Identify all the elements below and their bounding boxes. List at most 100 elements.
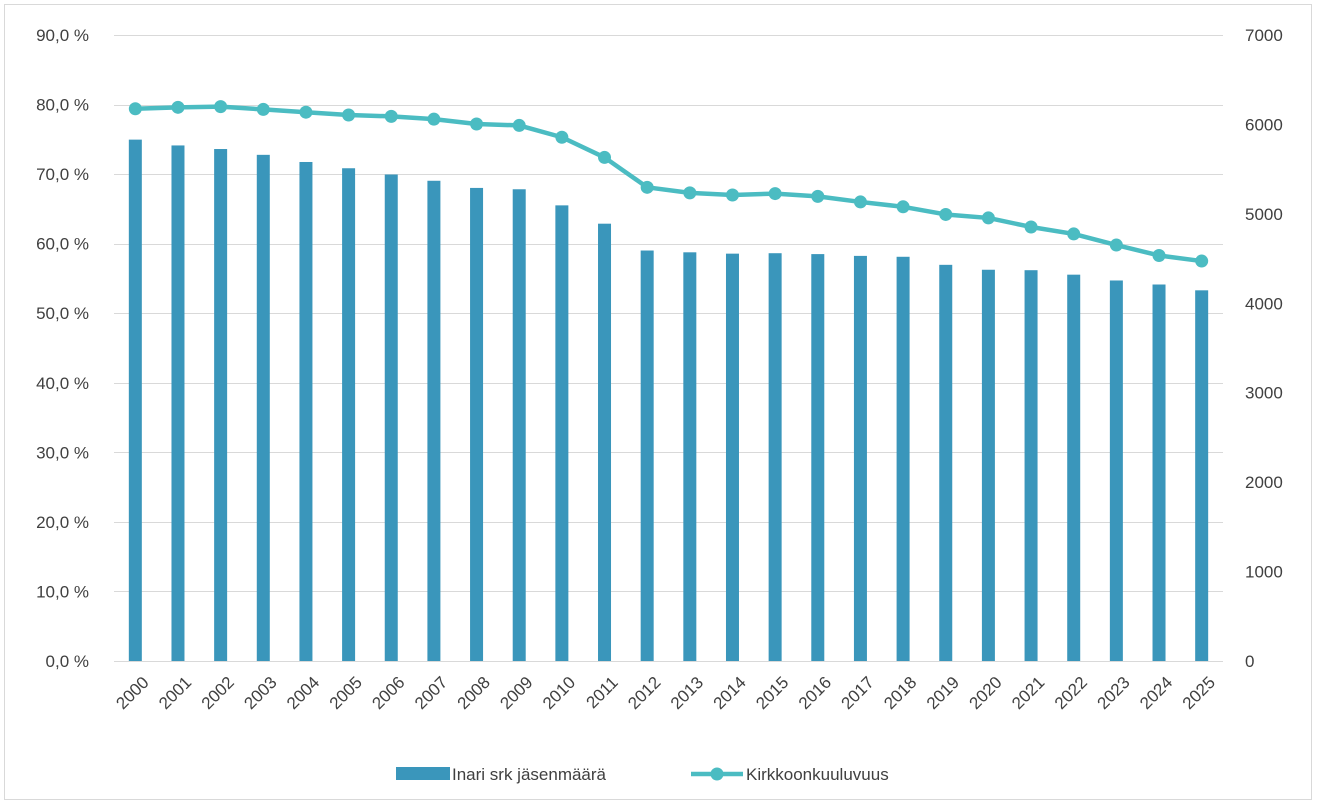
right-tick-label: 0 (1245, 652, 1254, 671)
right-axis-ticks: 0 1000 2000 3000 4000 5000 6000 7000 (1245, 26, 1283, 671)
bar (128, 139, 142, 662)
line-point (1109, 238, 1123, 252)
bar (1067, 274, 1081, 661)
x-tick-label: 2002 (198, 673, 238, 713)
left-tick-label: 50,0 % (36, 304, 89, 323)
x-tick-label: 2013 (667, 673, 707, 713)
left-tick-label: 20,0 % (36, 513, 89, 532)
bar (171, 145, 185, 662)
line-point (256, 102, 270, 116)
bar (256, 154, 270, 661)
left-tick-label: 10,0 % (36, 582, 89, 601)
x-tick-label: 2012 (624, 673, 664, 713)
line-point (128, 102, 142, 116)
bar (853, 255, 867, 662)
line-point (853, 195, 867, 209)
legend-bar-label: Inari srk jäsenmäärä (452, 765, 607, 784)
right-tick-label: 2000 (1245, 473, 1283, 492)
bar (939, 264, 953, 661)
x-tick-label: 2022 (1051, 673, 1091, 713)
bar-series (128, 139, 1209, 662)
x-tick-label: 2016 (795, 673, 835, 713)
x-tick-label: 2021 (1008, 673, 1048, 713)
line-point (171, 100, 185, 114)
x-tick-label: 2009 (496, 673, 536, 713)
bar (683, 252, 697, 661)
bar (384, 174, 398, 661)
right-tick-label: 4000 (1245, 294, 1283, 313)
left-tick-label: 0,0 % (46, 652, 89, 671)
x-tick-label: 2008 (454, 673, 494, 713)
bar (299, 161, 313, 661)
bar (981, 269, 995, 661)
bar (1152, 284, 1166, 661)
line-point (939, 207, 953, 221)
bar (725, 253, 739, 661)
right-tick-label: 1000 (1245, 563, 1283, 582)
legend: Inari srk jäsenmäärä Kirkkoonkuuluvuus (396, 765, 889, 784)
x-tick-label: 2017 (838, 673, 878, 713)
line-point (768, 187, 782, 201)
bar (811, 254, 825, 661)
x-tick-label: 2007 (411, 673, 451, 713)
bar (768, 253, 782, 661)
line-point (640, 180, 654, 194)
x-tick-label: 2010 (539, 673, 579, 713)
line-point (427, 112, 441, 126)
bar (1195, 290, 1209, 661)
line-point (725, 188, 739, 202)
bar (896, 256, 910, 661)
bar (1109, 280, 1123, 661)
line-point (299, 105, 313, 119)
left-tick-label: 40,0 % (36, 374, 89, 393)
right-tick-label: 6000 (1245, 115, 1283, 134)
line-point (1195, 254, 1209, 268)
x-tick-label: 2006 (368, 673, 408, 713)
x-tick-label: 2019 (923, 673, 963, 713)
x-axis-ticks: 2000 2001 2002 2003 2004 2005 2006 2007 2008 2009… (112, 673, 1219, 713)
line-series (128, 100, 1209, 268)
bar (598, 223, 612, 662)
bar (555, 205, 569, 661)
chart-frame: 0,0 % 10,0 % 20,0 % 30,0 % 40,0 % 50,0 % 60,0 … (4, 4, 1312, 800)
line-point (512, 118, 526, 132)
line-point (981, 211, 995, 225)
bar (512, 189, 526, 661)
bar (342, 168, 356, 661)
x-tick-label: 2011 (583, 673, 622, 712)
right-tick-label: 5000 (1245, 205, 1283, 224)
x-tick-label: 2023 (1093, 673, 1133, 713)
left-tick-label: 80,0 % (36, 96, 89, 115)
bar (427, 180, 441, 662)
line-point (1067, 227, 1081, 241)
legend-line-label: Kirkkoonkuuluvuus (746, 765, 889, 784)
bar (214, 149, 228, 661)
line-point (683, 186, 697, 200)
line-point (1024, 220, 1038, 234)
bar (1024, 270, 1038, 661)
line-point (470, 117, 484, 131)
left-tick-label: 60,0 % (36, 235, 89, 254)
x-tick-label: 2025 (1179, 673, 1219, 713)
left-tick-label: 90,0 % (36, 26, 89, 45)
x-tick-label: 2020 (966, 673, 1006, 713)
x-tick-label: 2001 (155, 673, 195, 713)
left-tick-label: 70,0 % (36, 165, 89, 184)
bar (640, 250, 654, 661)
left-tick-label: 30,0 % (36, 443, 89, 462)
x-tick-label: 2005 (326, 673, 366, 713)
x-tick-label: 2014 (710, 673, 750, 713)
x-tick-label: 2000 (112, 673, 152, 713)
line-point (384, 109, 398, 123)
line-point (811, 189, 825, 203)
left-axis-ticks: 0,0 % 10,0 % 20,0 % 30,0 % 40,0 % 50,0 % 60,0 … (36, 26, 89, 671)
line-point (214, 100, 228, 114)
combo-chart: 0,0 % 10,0 % 20,0 % 30,0 % 40,0 % 50,0 % 60,0 … (36, 26, 1283, 784)
x-tick-label: 2018 (880, 673, 920, 713)
gridlines (114, 35, 1223, 662)
line-point (555, 130, 569, 144)
right-tick-label: 7000 (1245, 26, 1283, 45)
line-point (1152, 248, 1166, 262)
x-tick-label: 2015 (752, 673, 792, 713)
x-tick-label: 2004 (283, 673, 323, 713)
